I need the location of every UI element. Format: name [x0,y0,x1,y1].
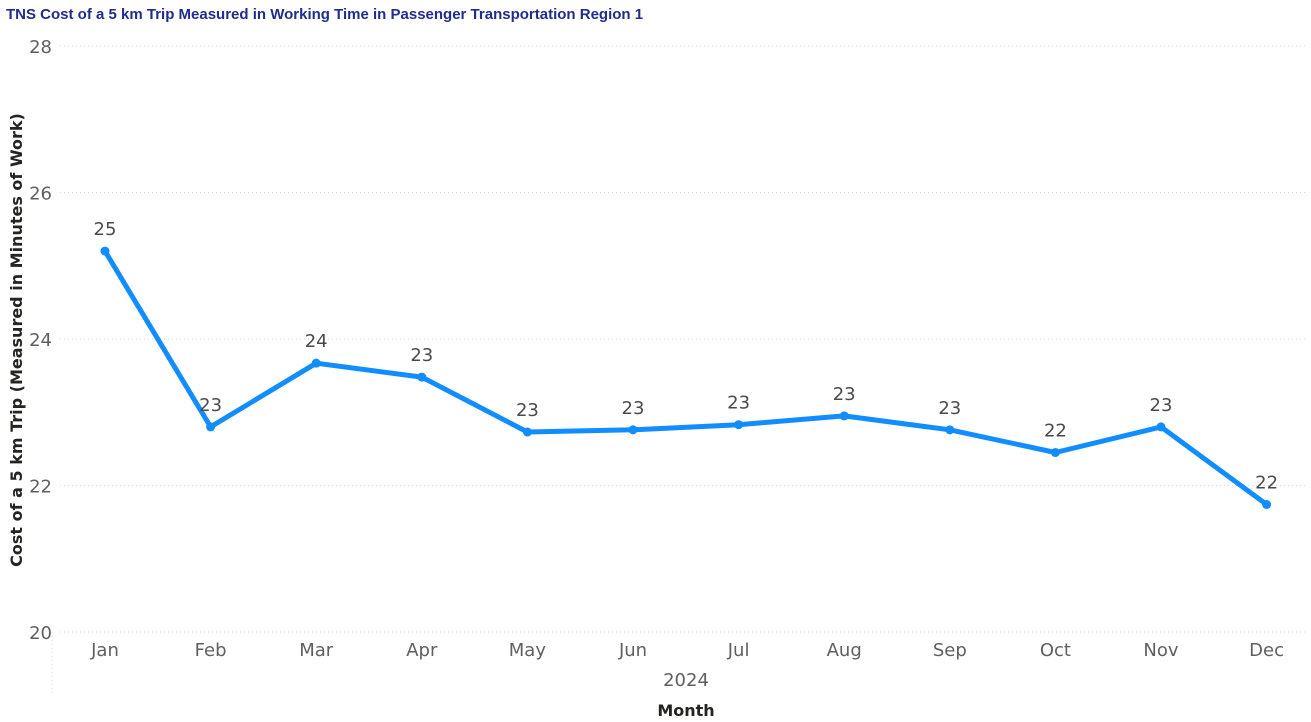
data-points [100,246,1272,510]
x-tick-label: Jan [90,640,119,661]
data-point[interactable] [945,425,955,435]
data-label: 23 [410,345,433,366]
data-label: 23 [199,395,222,416]
data-point[interactable] [1262,500,1272,510]
data-label: 23 [516,400,539,421]
x-axis-year-label: 2024 [663,670,709,691]
data-point[interactable] [417,372,427,382]
chart-title: TNS Cost of a 5 km Trip Measured in Work… [6,6,644,23]
x-tick-label: Mar [299,640,334,661]
y-tick-label: 28 [29,37,52,58]
x-tick-label: May [509,640,547,661]
x-tick-label: Oct [1040,640,1071,661]
y-tick-label: 26 [29,184,52,205]
gridlines [51,45,1306,694]
y-tick-label: 24 [29,330,52,351]
data-point[interactable] [628,425,638,435]
x-tick-label: Jul [727,640,750,661]
data-point[interactable] [206,422,216,432]
data-point[interactable] [1156,422,1166,432]
data-label: 22 [1255,473,1278,494]
x-tick-label: Dec [1249,640,1284,661]
data-point[interactable] [311,358,321,368]
data-point[interactable] [734,420,744,430]
x-axis-title: Month [657,701,714,720]
data-label: 23 [938,398,961,419]
data-point[interactable] [839,411,849,421]
y-tick-label: 20 [29,623,52,644]
data-labels: 25 23 24 23 23 23 23 23 23 22 23 22 [94,219,1279,493]
data-label: 23 [622,398,645,419]
data-label: 23 [727,393,750,414]
y-tick-label: 22 [29,477,52,498]
data-label: 25 [94,219,117,240]
x-tick-label: Jun [618,640,647,661]
series-line [102,248,1270,507]
x-tick-label: Feb [195,640,227,661]
data-point[interactable] [100,246,110,256]
data-label: 22 [1044,421,1067,442]
x-tick-label: Nov [1143,640,1178,661]
data-label: 24 [305,331,328,352]
data-label: 23 [1150,395,1173,416]
y-axis-ticks: 20 22 24 26 28 [29,37,52,644]
x-axis-ticks: Jan Feb Mar Apr May Jun Jul Aug Sep Oct Nov Dec [90,640,1284,661]
x-tick-label: Aug [827,640,862,661]
data-point[interactable] [1050,448,1060,458]
x-tick-label: Sep [933,640,967,661]
x-tick-label: Apr [406,640,438,661]
data-label: 23 [833,384,856,405]
data-point[interactable] [522,427,532,437]
y-axis-title: Cost of a 5 km Trip (Measured in Minutes… [7,113,26,567]
